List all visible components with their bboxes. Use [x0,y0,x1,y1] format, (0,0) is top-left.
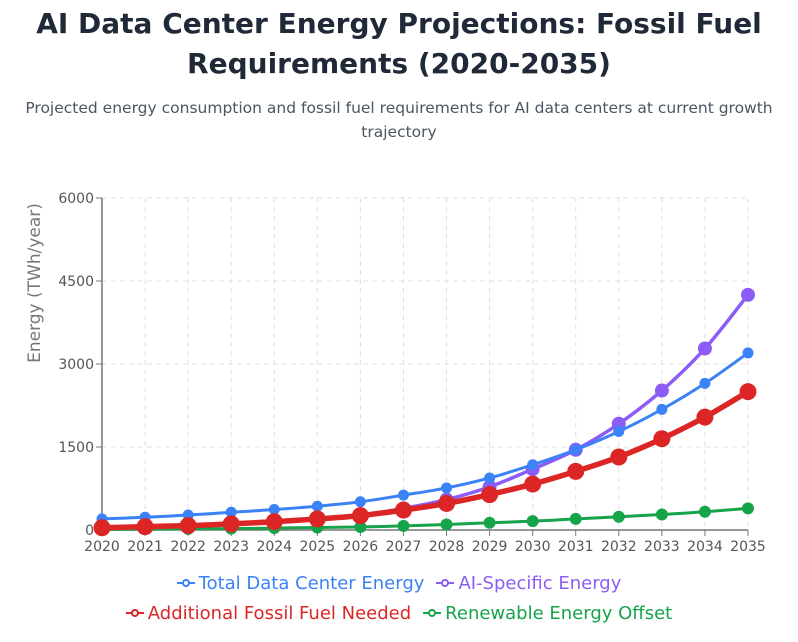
series-additional-fossil-fuel-needed [93,383,757,537]
axes: 0 1500 3000 4500 6000 2020 2021 2022 2023 2024 202… [58,191,765,555]
data-point[interactable] [93,519,111,537]
data-point[interactable] [654,383,669,398]
y-tick-label: 1500 [58,440,94,456]
x-tick-label: 2035 [730,539,766,555]
legend-row-1: Total Data Center Energy AI-Specific Ener… [0,572,798,594]
data-point[interactable] [742,502,754,515]
legend-line-marker-icon [125,609,144,617]
legend-item[interactable]: Total Data Center Energy [176,572,425,594]
data-point[interactable] [742,347,754,359]
x-tick-label: 2026 [343,539,379,555]
data-point[interactable] [699,377,711,389]
data-point[interactable] [567,462,585,480]
series-group [93,287,757,537]
data-point[interactable] [741,287,755,302]
data-point[interactable] [739,383,757,401]
legend-line-marker-icon [436,579,455,587]
data-point[interactable] [397,489,409,501]
legend-line-marker-icon [176,579,195,587]
data-point[interactable] [653,430,671,448]
data-point[interactable] [311,500,323,512]
legend-label: AI-Specific Energy [458,572,622,594]
x-tick-label: 2034 [687,539,723,555]
data-point[interactable] [570,444,582,456]
x-tick-label: 2024 [256,539,292,555]
x-tick-label: 2031 [558,539,594,555]
x-tick-label: 2021 [127,539,163,555]
data-point[interactable] [655,508,668,521]
legend-label: Renewable Energy Offset [445,602,673,624]
line-chart: 0 1500 3000 4500 6000 2020 2021 2022 2023 2024 202… [25,191,766,555]
data-point[interactable] [483,516,496,529]
x-tick-label: 2030 [515,539,551,555]
chart-title: AI Data Center Energy Projections: Fossi… [36,7,762,80]
y-tick-label: 0 [85,523,94,539]
chart-subtitle: Projected energy consumption and fossil … [25,99,773,141]
data-point[interactable] [268,504,280,516]
data-point[interactable] [569,512,582,525]
data-point[interactable] [351,507,369,525]
x-tick-label: 2025 [300,539,336,555]
data-point[interactable] [527,459,539,471]
data-point[interactable] [308,510,326,528]
data-point[interactable] [698,505,711,518]
data-point[interactable] [225,506,237,518]
data-point[interactable] [397,519,410,532]
x-tick-label: 2027 [386,539,422,555]
y-tick-label: 3000 [58,357,94,373]
data-point[interactable] [656,403,668,415]
y-tick-label: 4500 [58,274,94,290]
x-tick-label: 2023 [213,539,249,555]
data-point[interactable] [441,482,453,494]
data-point[interactable] [354,496,366,508]
data-point[interactable] [438,494,456,512]
data-point[interactable] [354,520,367,533]
data-point[interactable] [611,416,626,431]
x-tick-label: 2032 [601,539,637,555]
data-point[interactable] [440,518,453,531]
data-point[interactable] [696,408,714,426]
data-point[interactable] [222,515,240,533]
series-line [101,351,749,521]
x-tick-label: 2022 [170,539,206,555]
data-point[interactable] [697,341,712,356]
x-tick-label: 2020 [84,539,120,555]
x-tick-label: 2028 [429,539,465,555]
legend-row-2: Additional Fossil Fuel Needed Renewable E… [0,602,798,624]
x-tick-label: 2033 [644,539,680,555]
data-point[interactable] [136,518,154,536]
y-tick-label: 6000 [58,191,94,207]
series-line [101,389,750,531]
legend-item[interactable]: AI-Specific Energy [436,573,621,594]
data-point[interactable] [524,475,542,493]
data-point[interactable] [526,515,539,528]
data-point[interactable] [612,510,625,523]
data-point[interactable] [481,486,499,504]
data-point[interactable] [394,501,412,519]
legend-line-marker-icon [423,609,442,617]
data-point[interactable] [179,517,197,535]
data-point[interactable] [265,513,283,531]
data-point[interactable] [610,448,628,466]
y-axis-label: Energy (TWh/year) [25,203,45,363]
legend-label: Total Data Center Energy [198,572,425,594]
legend-item[interactable]: Renewable Energy Offset [423,603,672,624]
grid [102,197,749,530]
x-tick-label: 2029 [472,539,508,555]
series-line [101,506,749,531]
legend-item[interactable]: Additional Fossil Fuel Needed [125,602,412,624]
legend-label: Additional Fossil Fuel Needed [147,602,412,624]
data-point[interactable] [484,472,496,484]
data-point[interactable] [613,426,625,438]
